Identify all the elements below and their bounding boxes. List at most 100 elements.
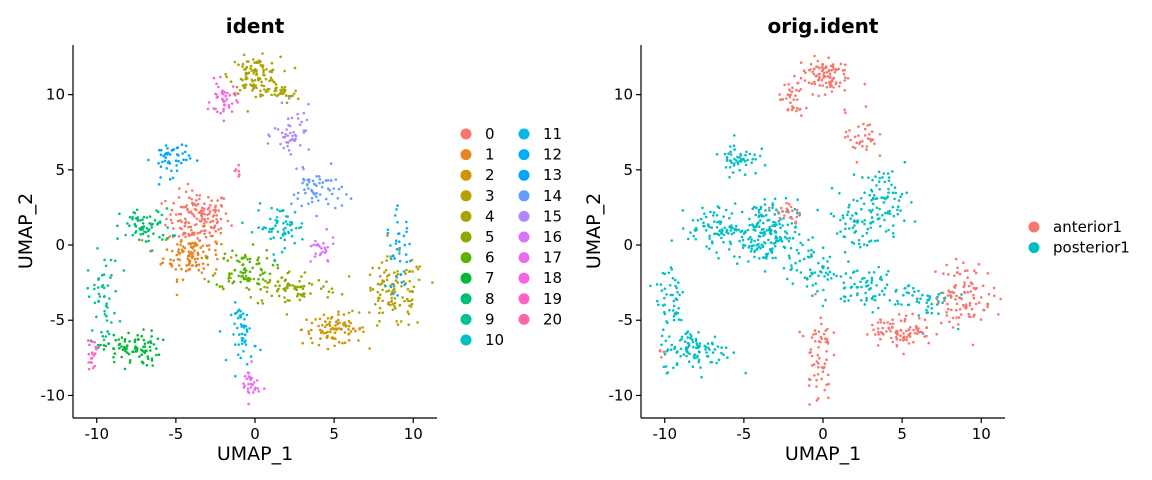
data-point <box>896 333 899 336</box>
data-point <box>743 159 747 163</box>
data-point <box>169 258 172 262</box>
data-point <box>893 303 897 306</box>
data-point <box>691 340 695 344</box>
data-point <box>861 220 864 224</box>
data-point <box>796 98 799 101</box>
data-point <box>866 137 870 140</box>
data-point <box>147 234 150 238</box>
data-point <box>877 330 880 334</box>
data-point <box>226 259 230 262</box>
data-point <box>265 68 268 71</box>
data-point <box>852 198 855 202</box>
legend-label: 11 <box>543 125 562 143</box>
data-point <box>396 323 400 326</box>
data-point <box>324 179 328 182</box>
data-point <box>369 289 372 292</box>
data-point <box>738 255 741 259</box>
data-point <box>147 228 151 231</box>
data-point <box>818 356 821 360</box>
data-point <box>791 282 795 285</box>
data-point <box>140 334 143 338</box>
data-point <box>323 251 327 254</box>
data-point <box>826 75 829 78</box>
data-point <box>300 222 304 225</box>
data-point <box>873 299 877 302</box>
data-point <box>412 285 416 289</box>
data-point <box>763 270 767 273</box>
data-point <box>122 345 126 349</box>
data-point <box>814 282 818 285</box>
data-point <box>856 219 860 222</box>
data-point <box>871 202 875 206</box>
data-point <box>242 53 246 57</box>
data-point <box>202 209 205 213</box>
data-point <box>105 319 109 322</box>
data-point <box>377 266 381 270</box>
data-point <box>287 149 291 152</box>
data-point <box>282 146 286 150</box>
data-point <box>201 262 205 266</box>
data-point <box>853 224 856 227</box>
data-point <box>126 344 129 347</box>
data-point <box>734 224 738 228</box>
data-point <box>758 154 762 158</box>
data-point <box>188 157 192 160</box>
data-point <box>396 270 399 273</box>
data-point <box>192 231 196 235</box>
data-point <box>279 236 283 240</box>
data-point <box>273 89 277 93</box>
data-point <box>190 201 194 205</box>
data-point <box>187 211 191 214</box>
data-point <box>923 335 926 338</box>
data-point <box>698 342 702 345</box>
data-point <box>807 384 811 387</box>
data-point <box>324 197 328 201</box>
data-point <box>393 287 396 291</box>
data-point <box>843 108 846 112</box>
data-point <box>176 243 179 246</box>
data-point <box>708 234 711 238</box>
legend-label: 17 <box>543 249 562 267</box>
data-point <box>856 221 859 224</box>
data-point <box>225 98 228 101</box>
legend-swatch <box>1028 221 1040 233</box>
data-point <box>318 328 322 332</box>
data-point <box>329 328 333 331</box>
data-point <box>87 361 90 364</box>
data-point <box>757 211 761 214</box>
data-point <box>207 248 211 251</box>
data-point <box>165 207 169 210</box>
data-point <box>215 242 219 246</box>
data-point <box>669 293 673 297</box>
data-point <box>787 210 790 214</box>
data-point <box>941 301 944 305</box>
x-ticks: -10 -5 0 5 10 <box>84 418 423 443</box>
data-point <box>214 249 217 252</box>
data-point <box>227 274 231 278</box>
data-point <box>887 191 890 195</box>
data-point <box>249 355 253 358</box>
data-point <box>102 348 106 351</box>
data-point <box>297 97 300 101</box>
data-point <box>671 276 675 280</box>
data-point <box>903 317 907 321</box>
data-point <box>286 223 289 226</box>
data-point <box>223 103 226 106</box>
data-point <box>795 106 799 110</box>
data-point <box>795 269 799 272</box>
data-point <box>133 338 137 342</box>
data-point <box>811 284 815 287</box>
data-point <box>873 294 877 298</box>
data-point <box>825 358 828 362</box>
data-point <box>106 306 109 309</box>
data-point <box>917 289 920 293</box>
data-point <box>239 323 243 326</box>
data-point <box>335 328 338 332</box>
data-point <box>811 294 814 298</box>
data-point <box>313 193 316 196</box>
data-point <box>849 217 852 220</box>
data-point <box>722 215 725 218</box>
data-point <box>799 88 803 91</box>
data-point <box>224 212 228 215</box>
